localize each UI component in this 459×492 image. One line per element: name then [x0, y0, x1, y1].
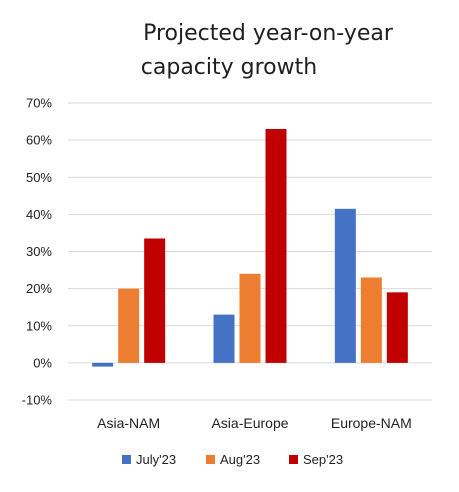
y-tick-label: 40% [26, 207, 52, 222]
y-tick-label: 0% [33, 355, 52, 370]
legend-swatch [122, 455, 131, 464]
bars [92, 128, 408, 367]
chart-title-line-1: Projected year-on-year [143, 21, 394, 46]
y-axis-ticks: 70% 60% 50% 40% 30% 20% 10% 0% -10% [22, 96, 53, 408]
bar-asia-europe-2 [265, 128, 287, 363]
y-tick-label: 10% [26, 318, 52, 333]
y-tick-label: 50% [26, 170, 52, 185]
y-tick-label: 20% [26, 281, 52, 296]
legend-swatch [206, 455, 215, 464]
bar-europe-nam-1 [360, 277, 382, 363]
y-tick-label: -10% [22, 393, 53, 408]
bar-asia-europe-0 [213, 314, 235, 363]
y-tick-label: 70% [26, 96, 52, 111]
x-category-label: Europe-NAM [331, 415, 412, 431]
x-category-label: Asia-Europe [211, 415, 288, 431]
legend: July'23 Aug'23 Sep'23 [122, 452, 343, 467]
bar-asia-europe-1 [239, 273, 261, 363]
chart-title-line-2: capacity growth [141, 55, 317, 80]
bar-europe-nam-2 [386, 292, 408, 363]
bar-asia-nam-1 [118, 288, 140, 363]
legend-label: Sep'23 [303, 452, 343, 467]
bar-europe-nam-0 [334, 208, 356, 363]
legend-label: Aug'23 [220, 452, 260, 467]
legend-label: July'23 [136, 452, 176, 467]
bar-asia-nam-2 [144, 238, 166, 363]
x-axis-categories: Asia-NAM Asia-Europe Europe-NAM [97, 415, 412, 431]
legend-swatch [289, 455, 298, 464]
x-category-label: Asia-NAM [97, 415, 160, 431]
y-tick-label: 60% [26, 133, 52, 148]
y-tick-label: 30% [26, 244, 52, 259]
bar-asia-nam-0 [92, 362, 114, 367]
